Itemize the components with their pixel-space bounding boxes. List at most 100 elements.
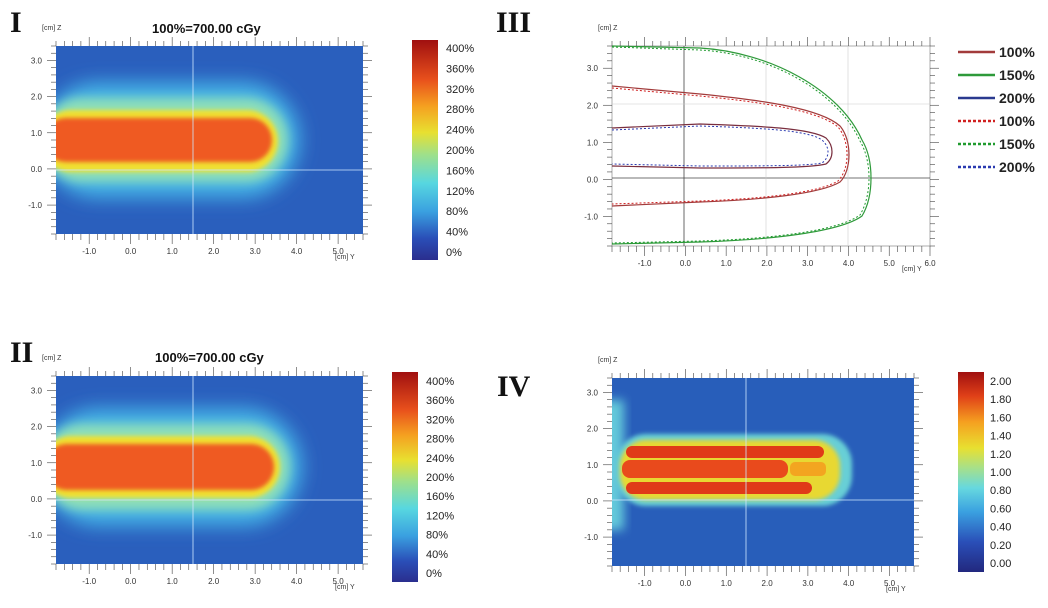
- colorbar-ii-label: 0%: [426, 568, 442, 580]
- panel-iv-y-unit: [cm] Z: [598, 357, 618, 364]
- panel-i-y-tick-label: 2.0: [31, 93, 43, 102]
- colorbar-iv: [958, 372, 984, 572]
- panel-ii-x-tick-label: 1.0: [167, 577, 179, 586]
- panel-iv-y-tick-label: 1.0: [587, 461, 599, 470]
- colorbar-iv-label: 1.40: [990, 431, 1011, 443]
- colorbar-iv-label: 0.80: [990, 485, 1011, 497]
- colorbar-i: [412, 40, 438, 260]
- panel-iv-band-mid: [622, 460, 788, 478]
- colorbar-i-label: 280%: [446, 104, 474, 116]
- colorbar-i-label: 400%: [446, 43, 474, 55]
- colorbar-iv-label: 1.60: [990, 412, 1011, 424]
- panel-iv-tip: [790, 462, 826, 476]
- colorbar-iv-labels: 2.00 1.80 1.60 1.40 1.20 1.00 0.80 0.60 0.40 0.20…: [990, 376, 1011, 570]
- panel-ii-heatmap: -1.0 0.0 1.0 2.0 3.0 4.0 5.0 3.0 2.0 1.0 0.0 -1.0 [c…: [28, 355, 372, 591]
- panel-iii-y-unit: [cm] Z: [598, 25, 618, 32]
- contour-150-solid: [611, 45, 872, 245]
- panel-iv-x-tick-label: 0.0: [680, 579, 692, 588]
- panel-iii-x-unit: [cm] Y: [902, 266, 922, 273]
- colorbar-i-label: 200%: [446, 145, 474, 157]
- panel-ii-x-tick-label: 0.0: [125, 577, 137, 586]
- panel-iii-plot-area: [611, 45, 931, 247]
- panel-label-iii: III: [496, 6, 532, 39]
- panel-i-core: [56, 118, 272, 162]
- panel-iii-axes: -1.0 0.0 1.0 2.0 3.0 4.0 5.0 6.0 3.0 2.0 1.0 0.0 -1.…: [584, 25, 939, 273]
- panel-iii-x-tick-label: 1.0: [721, 259, 733, 268]
- colorbar-i-label: 0%: [446, 247, 462, 259]
- colorbar-ii-label: 280%: [426, 434, 454, 446]
- panel-i-x-tick-label: 2.0: [208, 247, 220, 256]
- colorbar-iv-label: 1.20: [990, 449, 1011, 461]
- colorbar-iv-label: 0.60: [990, 503, 1011, 515]
- colorbar-ii-label: 120%: [426, 510, 454, 522]
- panel-ii-x-tick-label: 5.0: [333, 577, 345, 586]
- panel-i-x-tick-label: 3.0: [250, 247, 262, 256]
- colorbar-i-label: 160%: [446, 165, 474, 177]
- panel-iii-x-tick-label: 6.0: [924, 259, 936, 268]
- colorbar-i-label: 40%: [446, 227, 468, 239]
- contour-200-solid: [611, 123, 833, 169]
- panel-iv-heatmap: -1.0 0.0 1.0 2.0 3.0 4.0 5.0 3.0 2.0 1.0 0.0 -1.0 [c…: [584, 357, 923, 593]
- colorbar-i-label: 240%: [446, 125, 474, 137]
- panel-iii-legend: 100% 150% 200% 100% 150% 200%: [958, 44, 1035, 175]
- panel-i-y-tick-label: -1.0: [28, 201, 42, 210]
- panel-iv-x-tick-label: 5.0: [884, 579, 896, 588]
- panel-i-x-tick-label: 4.0: [291, 247, 303, 256]
- panel-ii-x-tick-label: -1.0: [82, 577, 96, 586]
- panel-ii-x-tick-label: 3.0: [250, 577, 262, 586]
- colorbar-ii-label: 160%: [426, 491, 454, 503]
- panel-i-heatmap: -1.0 0.0 1.0 2.0 3.0 4.0 5.0 3.0 2.0 1.0 0.0 -1.0 [c…: [28, 25, 372, 261]
- panel-iv-x-tick-label: 3.0: [802, 579, 814, 588]
- panel-ii-x-unit: [cm] Y: [335, 584, 355, 591]
- panel-iv-y-tick-label: 0.0: [587, 497, 599, 506]
- contour-200-dotted: [611, 125, 829, 167]
- panel-iii-x-tick-label: 5.0: [884, 259, 896, 268]
- panel-iv-band-top: [626, 446, 824, 458]
- panel-iii-y-tick-label: -1.0: [584, 212, 598, 221]
- colorbar-ii-label: 320%: [426, 414, 454, 426]
- panel-label-i: I: [10, 6, 22, 39]
- panel-i-x-tick-label: 5.0: [333, 247, 345, 256]
- panel-label-ii: II: [10, 336, 34, 369]
- panel-iii-y-tick-label: 3.0: [587, 64, 599, 73]
- legend-label: 150%: [999, 136, 1035, 152]
- colorbar-ii-label: 80%: [426, 530, 448, 542]
- panel-title-i: 100%=700.00 cGy: [152, 21, 261, 36]
- panel-iv-x-tick-label: 4.0: [843, 579, 855, 588]
- panel-iii-y-tick-label: 0.0: [587, 175, 599, 184]
- panel-i-x-unit: [cm] Y: [335, 254, 355, 261]
- panel-i-y-tick-label: 0.0: [31, 165, 43, 174]
- panel-ii-core: [56, 444, 274, 490]
- colorbar-iv-label: 0.20: [990, 540, 1011, 552]
- colorbar-i-label: 120%: [446, 186, 474, 198]
- panel-iii-y-tick-label: 2.0: [587, 101, 599, 110]
- colorbar-ii-label: 400%: [426, 376, 454, 388]
- panel-i-x-tick-label: 0.0: [125, 247, 137, 256]
- colorbar-ii-label: 200%: [426, 472, 454, 484]
- panel-ii-y-tick-label: -1.0: [28, 531, 42, 540]
- colorbar-iv-label: 0.40: [990, 522, 1011, 534]
- colorbar-i-labels: 400% 360% 320% 280% 240% 200% 160% 120% 80% 40% 0%: [446, 43, 474, 259]
- panel-i-x-tick-label: -1.0: [82, 247, 96, 256]
- colorbar-ii-label: 240%: [426, 453, 454, 465]
- panel-iv-x-tick-label: 2.0: [762, 579, 774, 588]
- panel-i-y-tick-label: 1.0: [31, 129, 43, 138]
- panel-label-iv: IV: [497, 370, 531, 403]
- panel-iii-x-tick-label: 3.0: [802, 259, 814, 268]
- panel-ii-x-tick-label: 4.0: [291, 577, 303, 586]
- panel-iii-x-tick-label: -1.0: [638, 259, 652, 268]
- contour-100-solid: [611, 85, 850, 207]
- colorbar-i-label: 80%: [446, 206, 468, 218]
- panel-iv-band-bot: [626, 482, 812, 494]
- panel-iv-axes: -1.0 0.0 1.0 2.0 3.0 4.0 5.0 3.0 2.0 1.0 0.0 -1.0 [c…: [584, 357, 923, 593]
- legend-label: 100%: [999, 44, 1035, 60]
- panel-title-ii: 100%=700.00 cGy: [155, 350, 264, 365]
- colorbar-ii-label: 40%: [426, 549, 448, 561]
- panel-ii-x-tick-label: 2.0: [208, 577, 220, 586]
- panel-ii-y-tick-label: 0.0: [31, 495, 43, 504]
- colorbar-ii: [392, 372, 418, 582]
- panel-iv-y-tick-label: -1.0: [584, 533, 598, 542]
- panel-ii-y-tick-label: 3.0: [31, 386, 43, 395]
- legend-label: 100%: [999, 113, 1035, 129]
